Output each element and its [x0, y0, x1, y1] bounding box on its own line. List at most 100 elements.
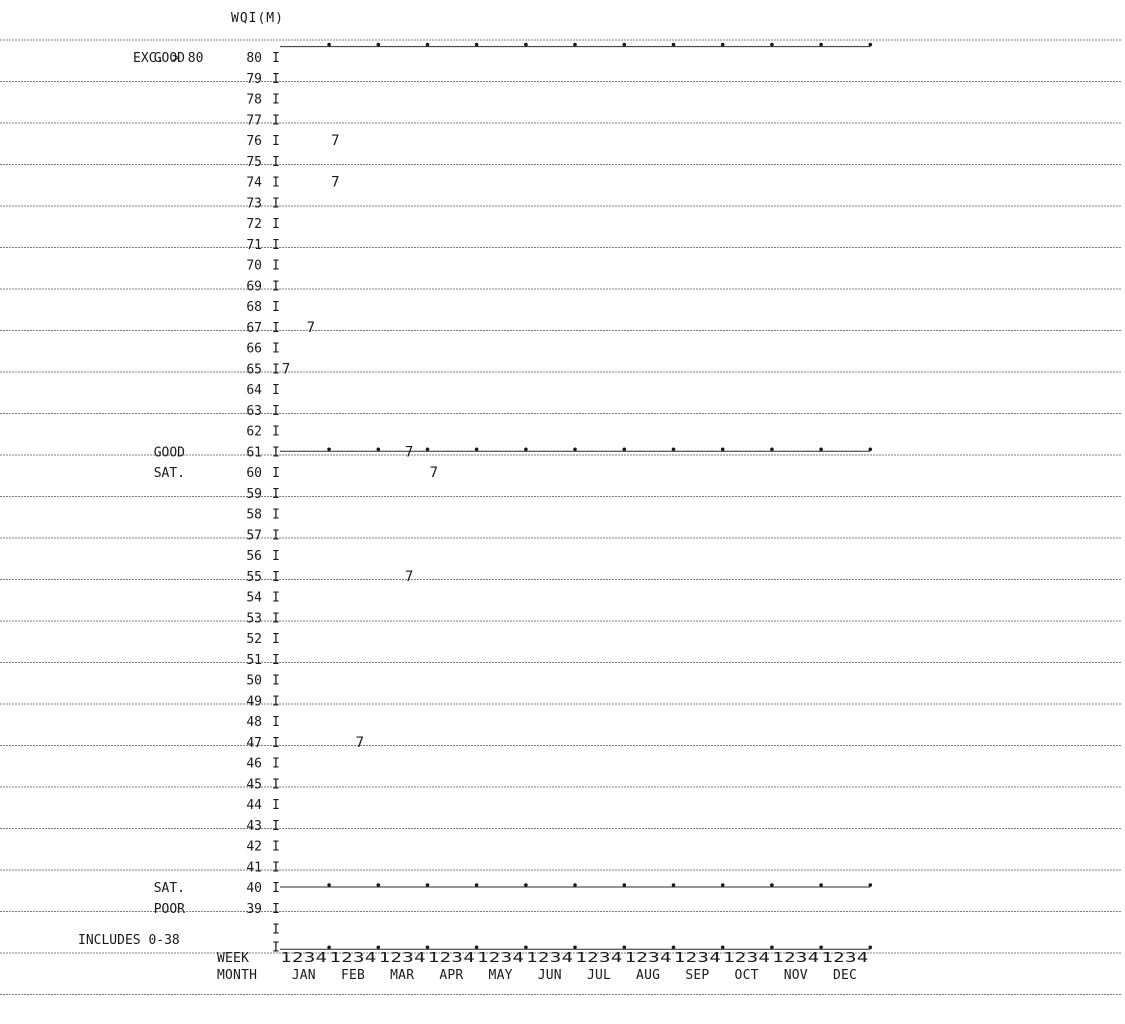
- reference-dot: [425, 945, 430, 950]
- y-axis-mark: I: [272, 674, 280, 689]
- y-axis-mark: I: [272, 196, 280, 211]
- y-tick-label: 43: [246, 819, 262, 834]
- y-tick-label: 73: [246, 196, 262, 211]
- reference-dot: [819, 945, 823, 950]
- reference-dot: [622, 42, 627, 47]
- y-axis-mark: I: [272, 51, 280, 66]
- x-tick-month: DEC: [833, 968, 857, 983]
- x-tick-month: JUN: [538, 968, 562, 983]
- y-axis-mark: I: [272, 591, 280, 606]
- y-axis-mark: I: [272, 466, 280, 481]
- y-axis-mark: I: [272, 113, 280, 128]
- y-axis-mark: I: [272, 217, 280, 232]
- y-axis-mark: I: [272, 404, 280, 419]
- x-tick-month: JAN: [292, 968, 316, 983]
- reference-dot: [573, 42, 577, 47]
- y-tick-label: 64: [246, 383, 262, 398]
- x-tick-month: AUG: [636, 968, 660, 983]
- y-tick-label: 76: [246, 134, 262, 149]
- reference-dot: [671, 447, 676, 452]
- y-tick-label: 59: [246, 487, 262, 502]
- y-axis-mark: I: [272, 528, 280, 543]
- x-tick-month: NOV: [784, 968, 808, 983]
- reference-dot: [376, 883, 381, 887]
- reference-dot: [327, 883, 331, 887]
- y-tick-label: 77: [246, 113, 262, 128]
- band-label: GOOD: [154, 445, 185, 460]
- y-tick-label: 56: [246, 549, 262, 564]
- y-tick-label: 55: [246, 570, 262, 585]
- y-tick-label: 70: [246, 259, 262, 274]
- y-tick-label: 52: [246, 632, 262, 647]
- reference-dot: [474, 42, 479, 47]
- reference-dot: [671, 945, 676, 950]
- reference-dot: [474, 945, 479, 950]
- data-point: 7: [282, 361, 290, 377]
- band-label: POOR: [154, 902, 185, 917]
- reference-dot: [819, 883, 823, 887]
- reference-dot: [819, 447, 823, 452]
- reference-dot: [327, 945, 331, 950]
- x-tick-weeks: 1234: [625, 951, 672, 966]
- reference-dot: [868, 883, 873, 887]
- x-tick-month: SEP: [685, 968, 709, 983]
- y-axis-mark: I: [272, 176, 280, 191]
- reference-dot: [327, 447, 331, 452]
- top-label-exc: EXC. > 80: [133, 51, 203, 66]
- y-axis-mark: I: [272, 840, 280, 855]
- x-tick-weeks: 1234: [379, 951, 426, 966]
- reference-dot: [770, 883, 774, 887]
- y-axis-mark: I: [272, 445, 280, 460]
- y-axis-mark: I: [272, 300, 280, 315]
- y-axis-mark: I: [272, 653, 280, 668]
- y-tick-label: 65: [246, 362, 262, 377]
- reference-dot: [671, 883, 676, 887]
- y-axis-mark: I: [272, 425, 280, 440]
- y-tick-label: 40: [246, 881, 262, 896]
- reference-dot: [770, 447, 774, 452]
- x-tick-month: MAY: [489, 968, 513, 983]
- y-axis-mark: I: [272, 238, 280, 253]
- y-tick-label: 72: [246, 217, 262, 232]
- data-points: 7 7 7 7 7 7 7 7: [282, 133, 438, 751]
- x-tick-weeks: 1234: [526, 951, 573, 966]
- band-label: SAT.: [154, 881, 185, 896]
- y-axis-mark: I: [272, 570, 280, 585]
- y-axis-mark: I: [272, 632, 280, 647]
- y-axis-mark: I: [272, 279, 280, 294]
- y-tick-label: 44: [246, 798, 262, 813]
- y-tick-label: 57: [246, 528, 262, 543]
- reference-dot: [720, 447, 725, 452]
- x-axis: WEEK MONTH 1234 JAN 1234 FEB 1234 MAR 1234 APR 123…: [217, 951, 868, 983]
- reference-dot: [327, 42, 331, 47]
- reference-dot: [573, 447, 577, 452]
- y-axis-mark: I: [272, 860, 280, 875]
- reference-dot: [868, 447, 873, 452]
- y-axis-mark: I: [272, 881, 280, 896]
- x-tick-weeks: 1234: [477, 951, 524, 966]
- y-tick-label: 67: [246, 321, 262, 336]
- reference-dot: [376, 42, 381, 47]
- y-axis-mark: I: [272, 342, 280, 357]
- y-tick-label: 69: [246, 279, 262, 294]
- data-point: 7: [430, 465, 438, 481]
- reference-dot: [573, 883, 577, 887]
- reference-dot: [524, 447, 528, 452]
- y-tick-label: 47: [246, 736, 262, 751]
- data-point: 7: [356, 735, 364, 751]
- reference-dot: [622, 945, 627, 950]
- y-axis-mark: I: [272, 902, 280, 917]
- band-label: GOOD: [154, 51, 185, 66]
- reference-dot: [770, 42, 774, 47]
- y-axis-mark: I: [272, 155, 280, 170]
- y-tick-label: 71: [246, 238, 262, 253]
- y-tick-label: 74: [246, 176, 262, 191]
- y-tick-label: 45: [246, 777, 262, 792]
- y-tick-label: 61: [246, 445, 262, 460]
- data-point: 7: [331, 175, 339, 191]
- y-tick-label: 60: [246, 466, 262, 481]
- y-tick-label: 80: [246, 51, 262, 66]
- x-tick-month: JUL: [587, 968, 611, 983]
- x-tick-weeks: 1234: [821, 951, 868, 966]
